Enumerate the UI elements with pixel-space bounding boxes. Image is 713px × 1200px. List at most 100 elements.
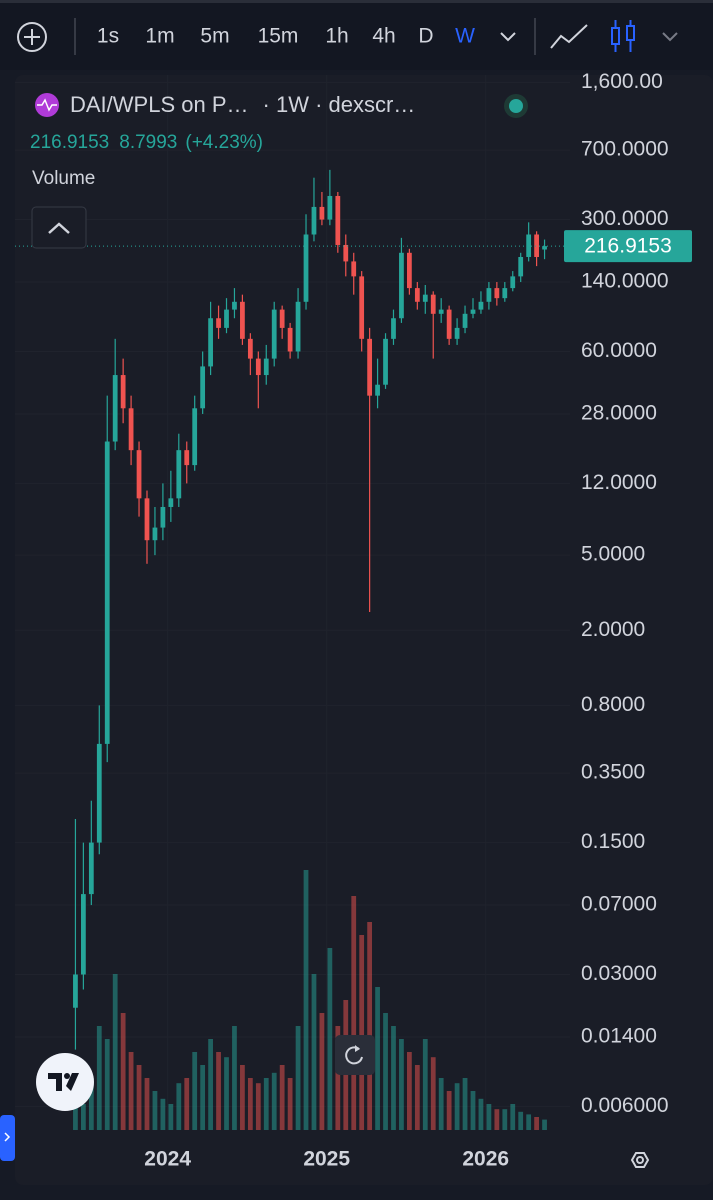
y-tick-label: 12.0000 (581, 471, 657, 494)
candle-body (454, 327, 460, 339)
candle-body (263, 358, 269, 376)
top-border (0, 0, 713, 3)
collapse-button[interactable] (31, 206, 87, 249)
volume-bar (232, 1026, 237, 1130)
volume-bar (279, 1065, 285, 1130)
volume-bar (271, 1072, 277, 1130)
volume-bar (200, 1065, 206, 1130)
candle-body (494, 288, 500, 299)
volume-bar (128, 1052, 134, 1130)
interval-button[interactable]: 1s (97, 25, 119, 48)
volume-bar (518, 1111, 524, 1130)
candle-body (255, 358, 261, 376)
y-tick-label: 2.0000 (581, 618, 645, 641)
y-tick-label: 28.0000 (581, 401, 657, 424)
candle-body (526, 234, 532, 257)
interval-button[interactable]: 5m (200, 25, 229, 48)
subtitle: · 1W · dexscr… (263, 92, 416, 117)
candle-body (112, 375, 118, 442)
settings-button[interactable] (630, 1152, 650, 1168)
volume-bar (176, 1083, 182, 1130)
candle-body (128, 408, 134, 451)
volume-bar (263, 1078, 269, 1130)
interval-button[interactable]: 1m (145, 25, 174, 48)
candle-body (335, 195, 341, 245)
interval-button[interactable]: D (418, 25, 433, 48)
candle-body (232, 301, 237, 310)
volume-bar (391, 1026, 396, 1130)
volume-bar (144, 1078, 150, 1130)
plot: 1,600.00 700.0000 300.0000 140.0000 60.0000 2… (15, 70, 692, 1171)
volume-bar (287, 1078, 293, 1130)
candle-body (534, 234, 539, 257)
interval-button[interactable]: 15m (258, 25, 299, 48)
volume-bar (88, 1078, 94, 1130)
y-tick-label: 0.07000 (581, 893, 657, 916)
candle-body (510, 276, 516, 289)
y-tick-label: 0.1500 (581, 830, 645, 853)
candle-body (446, 309, 452, 339)
candle-body (414, 288, 420, 302)
candle-body (359, 276, 365, 339)
volume-bar (414, 1065, 420, 1130)
volume-bar (367, 922, 373, 1130)
y-tick-label: 140.0000 (581, 270, 669, 293)
volume-bar (184, 1078, 190, 1130)
y-tick-label: 0.01400 (581, 1025, 657, 1048)
candle-body (240, 301, 245, 339)
volume-bar (335, 1026, 341, 1130)
volume-bar (351, 896, 357, 1130)
candle-body (375, 384, 380, 396)
volume-bar (303, 870, 309, 1130)
volume-bar (224, 1057, 229, 1130)
interval-button[interactable]: W (455, 25, 475, 48)
interval-button[interactable]: 1h (325, 25, 348, 48)
candle-body (160, 506, 166, 528)
change: 8.7993 (119, 132, 177, 153)
interval-button[interactable]: 4h (372, 25, 395, 48)
candle-body (104, 441, 110, 744)
volume-bar (120, 1013, 126, 1130)
volume-bar (208, 1039, 213, 1130)
candle-body (216, 318, 221, 328)
candle-body (462, 313, 468, 328)
volume-bar (80, 1104, 86, 1130)
volume-bar (112, 974, 118, 1130)
last-price: 216.9153 (30, 132, 109, 153)
interval-dropdown[interactable] (500, 32, 516, 42)
volume-bar (494, 1109, 500, 1130)
side-tab-arrow (4, 1132, 11, 1142)
volume-bar (73, 1091, 78, 1130)
candle-body (192, 408, 198, 466)
candle-body (319, 206, 325, 220)
y-tick-label: 700.0000 (581, 138, 669, 161)
candle-body (80, 894, 86, 975)
candle-body (351, 261, 357, 277)
y-tick-label: 60.0000 (581, 339, 657, 362)
token-icon-mark (37, 98, 57, 112)
volume-bar (192, 1052, 198, 1130)
candle-icon[interactable] (611, 20, 635, 52)
volume-bar (160, 1098, 166, 1130)
volume-bar (534, 1117, 539, 1130)
volume-bar (255, 1083, 261, 1130)
candle-body (224, 309, 229, 328)
volume-bar (542, 1119, 547, 1130)
candle-body (184, 450, 190, 466)
add-button[interactable] (17, 22, 47, 52)
tv-logo[interactable] (36, 1053, 94, 1111)
candle-body (271, 309, 277, 359)
reset-button[interactable] (335, 1035, 375, 1075)
volume-bar (446, 1091, 452, 1130)
candle-body (438, 309, 444, 314)
line-chart-icon[interactable] (550, 24, 588, 49)
type-dropdown[interactable] (662, 32, 678, 42)
volume-bar (486, 1104, 492, 1130)
candle-body (176, 450, 182, 499)
volume-bar (96, 1026, 102, 1130)
volume-bar (359, 935, 365, 1130)
candle-body (399, 252, 404, 319)
volume-bar (152, 1091, 158, 1130)
volume-bar (104, 1039, 110, 1130)
